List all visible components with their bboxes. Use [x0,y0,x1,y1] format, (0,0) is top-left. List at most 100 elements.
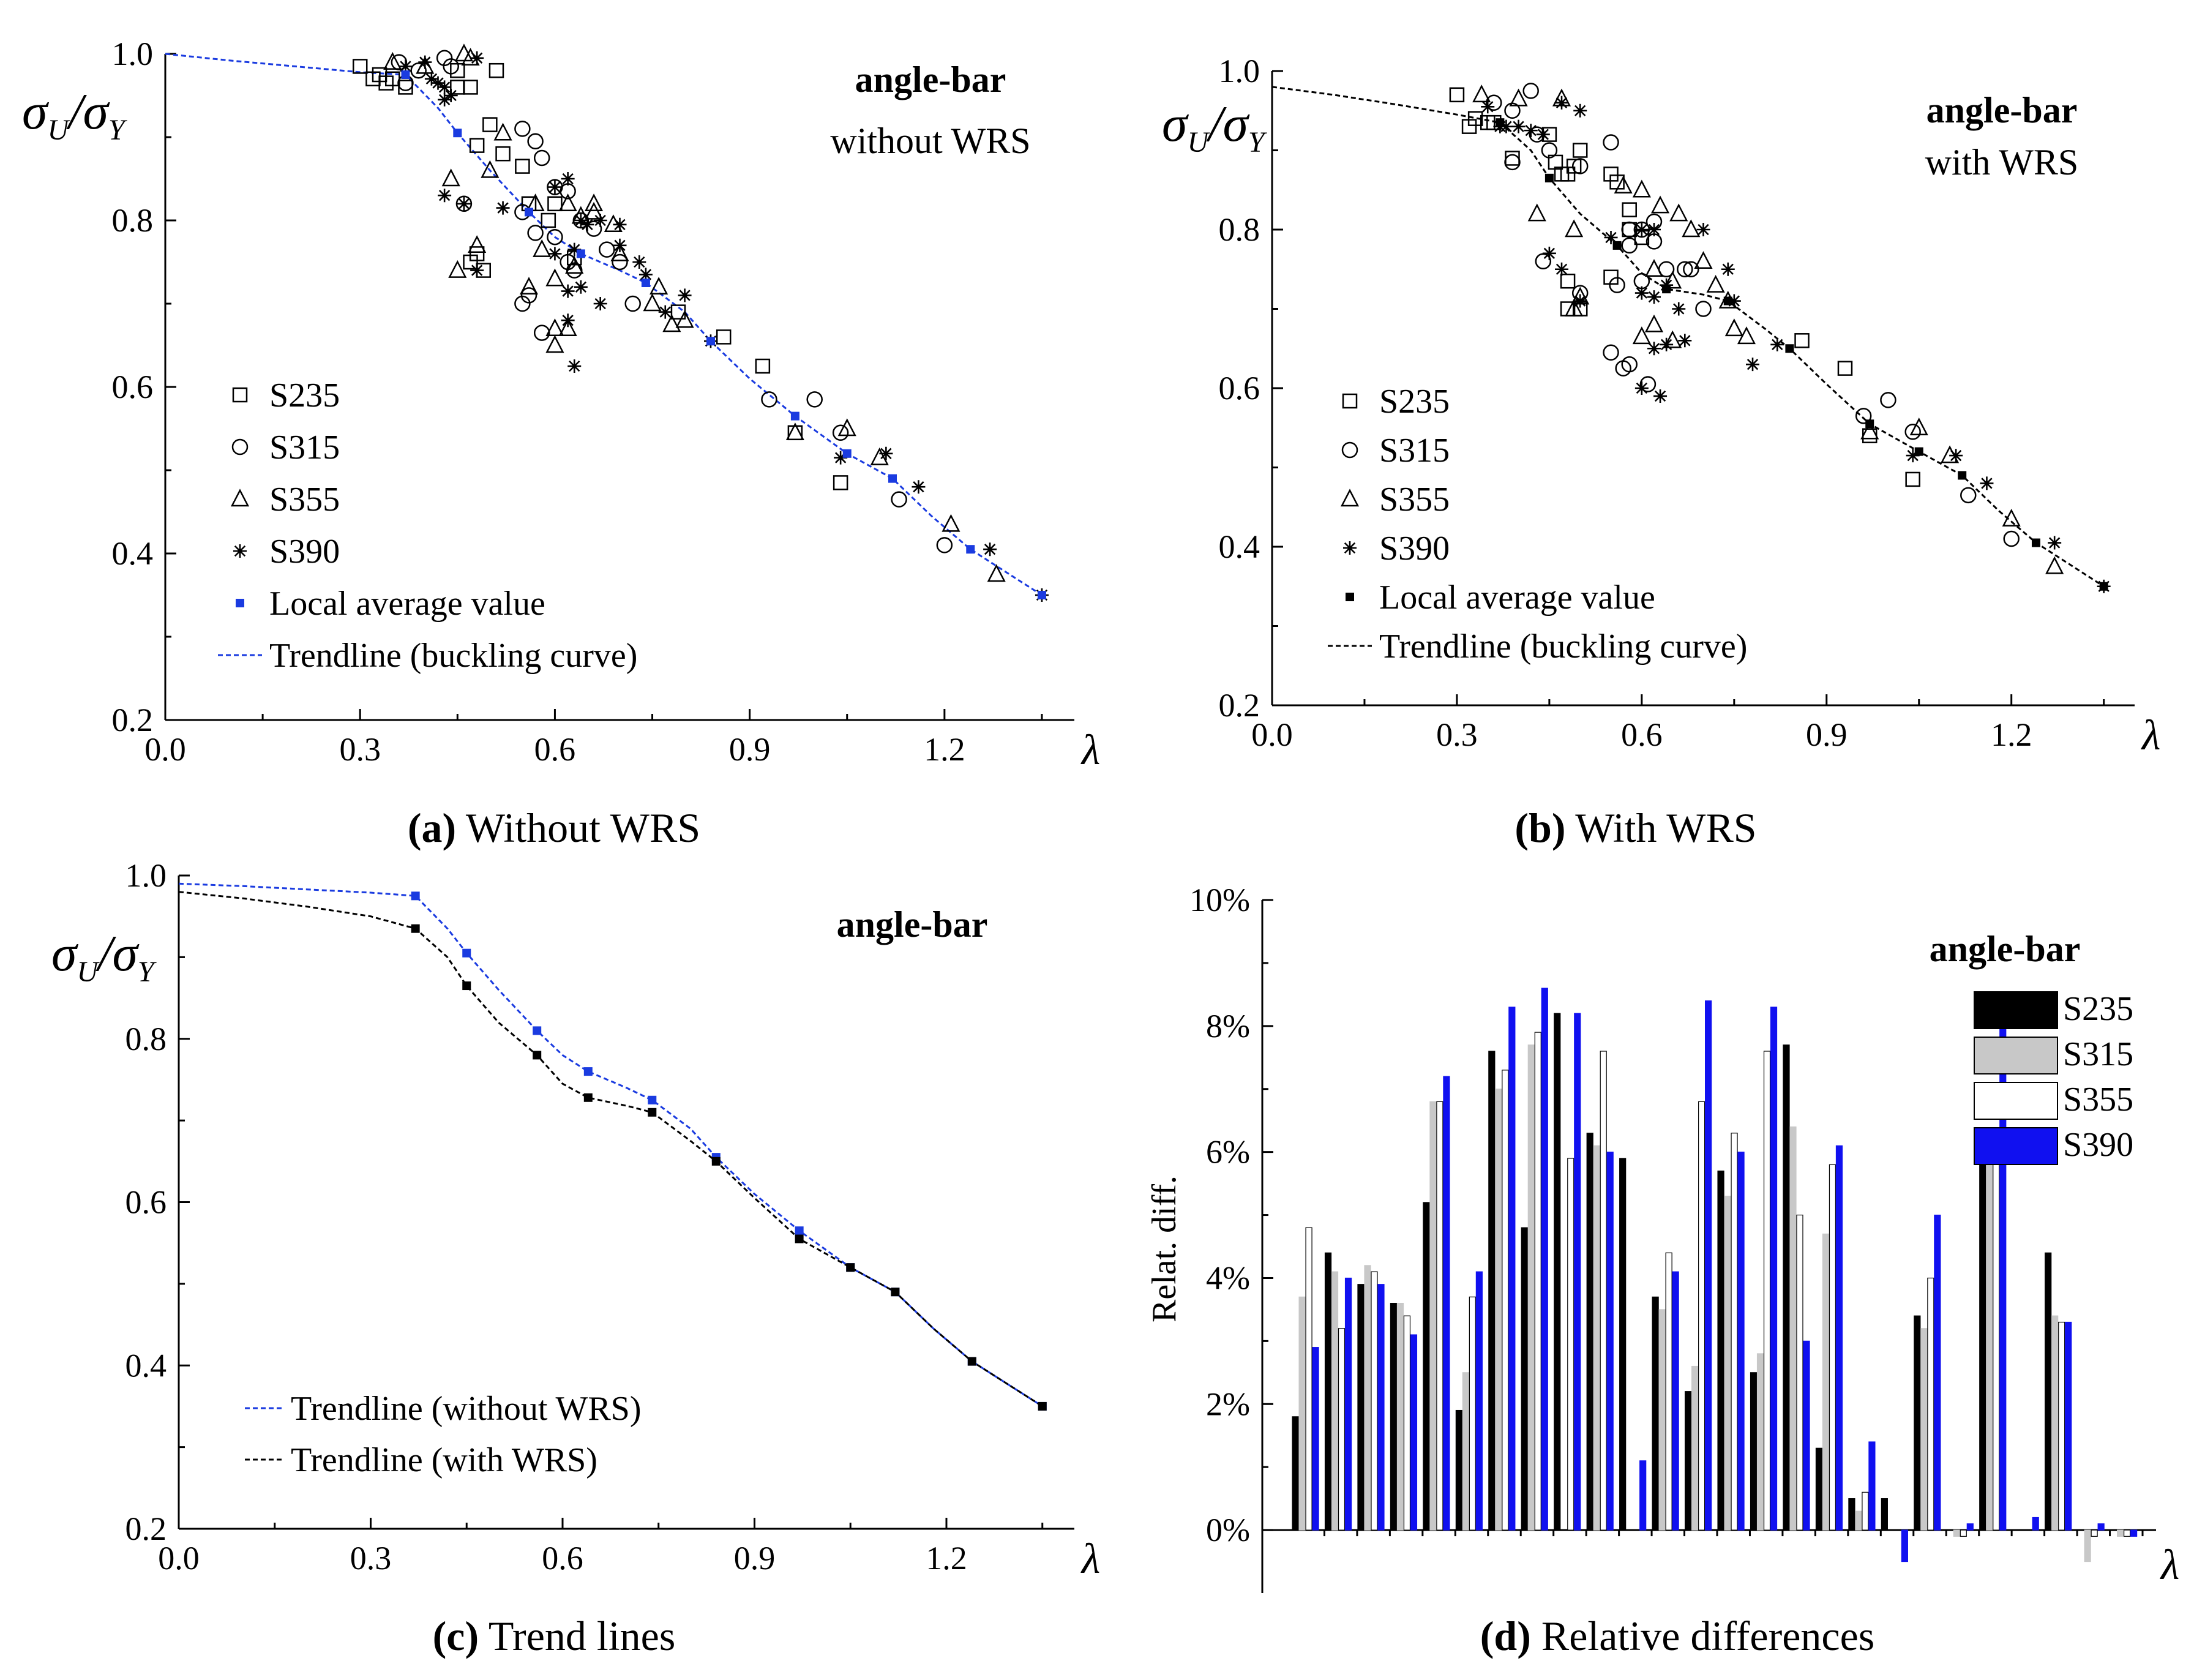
y-tick-label: 0.2 [112,702,154,738]
point-s355 [870,447,889,465]
point-s315 [612,253,628,271]
point-s390 [1696,223,1710,236]
y-tick-label: 2% [1206,1386,1250,1422]
bar-s355 [1829,1164,1836,1531]
point-s390 [1542,246,1556,260]
point-s315 [410,62,427,79]
y-axis-title: Relat. diff. [1145,1176,1183,1322]
bar-s315 [1396,1303,1404,1531]
x-tick-label: 0.3 [1436,716,1478,753]
point-s355 [1663,330,1682,348]
legend-label: S235 [269,377,340,414]
point-s390 [1481,100,1495,114]
point-s315 [1535,253,1552,270]
local-average-point [576,249,585,258]
point-s355 [493,122,512,141]
point-s355 [585,193,604,212]
local-average-point [453,129,462,138]
legend-label: Trendline (buckling curve) [1379,628,1747,666]
x-axis-label: λ [1080,727,1100,774]
bar-s390 [1606,1152,1614,1531]
bar-s355 [2124,1529,2131,1537]
bar-s355 [1469,1296,1476,1531]
legend-marker [233,544,247,558]
bar-s390 [1705,1000,1712,1531]
bar-s235 [1881,1498,1888,1531]
bar-s315 [1462,1372,1469,1531]
legend-label: Trendline (buckling curve) [269,637,637,675]
y-tick-label: 0.6 [125,1184,167,1221]
legend-label: S355 [269,481,340,519]
bar-s355 [1993,1133,2000,1531]
panel-tag-bold: angle-bar [855,59,1006,100]
point-s315 [1695,301,1712,317]
point-s235 [755,358,771,374]
trend-point [648,1108,657,1117]
point-s355 [558,193,577,212]
panel-tag-bold: angle-bar [837,904,988,945]
local-average-point [1958,471,1967,480]
point-s315 [1541,142,1558,159]
x-axis-label: λ [2141,712,2160,759]
point-s315 [599,241,615,258]
point-s315 [1683,261,1699,277]
point-s390 [1980,476,1994,490]
x-axis-label: λ [1080,1536,1100,1583]
point-s235 [515,159,530,174]
legend-marker [230,489,250,507]
local-average-point [966,545,975,554]
point-s235 [547,196,563,212]
point-s315 [1621,237,1638,254]
point-s235 [398,80,413,95]
point-s355 [1632,179,1651,198]
point-s355 [1682,219,1701,238]
bar-s390 [2130,1529,2138,1537]
point-s390 [561,313,575,328]
legend-swatch [1974,1082,2058,1120]
legend-label: Local average value [269,585,545,623]
bar-s355 [1600,1051,1607,1531]
local-average-point [1496,118,1505,127]
point-s315 [1504,154,1521,171]
x-tick-label: 0.6 [534,731,576,768]
trend-point [411,924,420,933]
legend-label: S390 [269,533,340,571]
point-s235 [1560,273,1576,289]
point-s315 [514,121,531,137]
local-average-point [888,474,897,483]
bar-s355 [1796,1214,1803,1531]
y-tick-label: 0.8 [125,1021,167,1057]
point-s390 [444,89,458,102]
legend-swatch [1974,991,2058,1029]
point-s315 [527,133,544,150]
point-s390 [561,284,575,298]
point-s355 [1650,195,1670,214]
bar-s315 [2084,1529,2091,1562]
trend-point [533,1026,542,1035]
x-tick-label: 1.2 [926,1540,967,1577]
bar-s235 [1423,1202,1430,1531]
bar-s390 [1672,1271,1679,1531]
point-s315 [514,295,531,312]
bar-s390 [1868,1441,1876,1531]
point-s355 [383,51,402,70]
y-tick-label: 0.8 [112,202,154,239]
point-s315 [533,324,550,341]
point-s355 [1669,203,1688,222]
legend-label: S315 [2063,1035,2133,1073]
x-tick-label: 0.0 [1251,716,1293,753]
point-s315 [585,220,602,237]
bar-s235 [1455,1409,1462,1531]
bar-s315 [1331,1271,1339,1531]
legend-marker [236,599,244,607]
trendline [178,882,1043,1408]
point-s390 [1721,262,1735,276]
point-s390 [1647,223,1661,236]
x-tick-label: 0.9 [734,1540,776,1577]
local-average-point [1544,173,1554,182]
point-s315 [1880,392,1896,408]
bar-s235 [1914,1315,1921,1531]
point-s315 [1609,277,1625,293]
trend-point [533,1051,542,1060]
point-s355 [987,564,1006,582]
